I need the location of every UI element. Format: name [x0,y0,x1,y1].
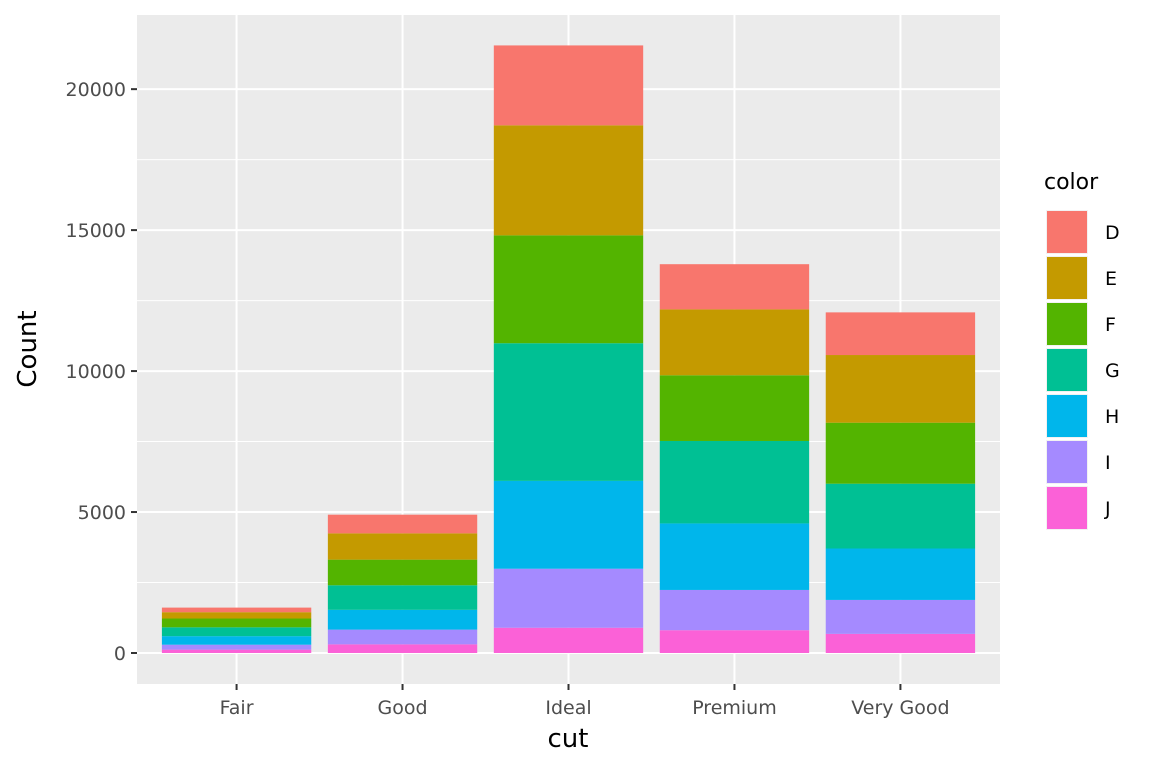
bar-segment-premium-I [659,589,810,631]
legend-key-F [1047,303,1087,345]
bar-segment-very-good-F [825,422,976,484]
x-tick-label: Good [378,697,428,719]
bar-segment-fair-J [161,649,312,653]
legend-label: F [1105,314,1116,336]
legend-key-H [1047,395,1087,437]
legend-key-G [1047,349,1087,391]
legend: color D E F G H I J [1044,170,1120,530]
bar-segment-fair-H [161,636,312,645]
y-tick-label: 20000 [66,79,126,101]
bar-segment-good-E [327,533,478,560]
bar-segment-good-G [327,585,478,610]
bar-segment-very-good-D [825,312,976,356]
y-axis-title: Count [13,310,43,387]
x-tick-label: Premium [692,697,777,719]
x-axis: Fair Good Ideal Premium Very Good [220,684,950,719]
legend-key-E [1047,257,1087,299]
legend-label: J [1104,498,1111,520]
bar-segment-premium-F [659,375,810,441]
bar-segment-very-good-G [825,483,976,549]
bar-segment-very-good-I [825,599,976,634]
y-tick-label: 15000 [66,220,126,242]
bar-segment-premium-G [659,440,810,524]
bar-segment-premium-E [659,309,810,376]
bar-segment-premium-D [659,264,810,310]
bar-segment-fair-E [161,612,312,619]
bar-segment-ideal-I [493,568,644,628]
bar-segment-good-H [327,609,478,630]
y-axis: 0 5000 10000 15000 20000 [66,79,137,665]
y-tick-label: 0 [114,643,126,665]
legend-label: I [1105,452,1111,474]
legend-label: H [1105,406,1119,428]
bar-segment-good-D [327,514,478,534]
bar-segment-premium-H [659,523,810,590]
bar-segment-fair-F [161,618,312,628]
legend-key-I [1047,441,1087,483]
bar-segment-ideal-F [493,235,644,344]
x-axis-title: cut [548,724,589,754]
x-tick-label: Fair [220,697,254,719]
bar-segment-very-good-H [825,548,976,600]
legend-label: E [1105,268,1117,290]
bar-segment-ideal-H [493,480,644,569]
bar-segment-ideal-D [493,45,644,126]
x-tick-label: Very Good [851,697,949,719]
bar-segment-fair-D [161,607,312,613]
bar-segment-fair-G [161,627,312,637]
bar-segment-ideal-J [493,627,644,653]
bar-segment-good-I [327,629,478,645]
bar-segment-very-good-E [825,355,976,423]
bar-segment-ideal-E [493,125,644,236]
bar-segment-fair-I [161,644,312,650]
bars [161,45,976,653]
legend-key-J [1047,487,1087,529]
y-tick-label: 10000 [66,361,126,383]
bar-segment-ideal-G [493,343,644,481]
legend-title: color [1044,170,1099,195]
legend-label: D [1105,222,1120,244]
bar-segment-very-good-J [825,633,976,653]
x-tick-label: Ideal [545,697,591,719]
legend-key-D [1047,211,1087,253]
bar-segment-good-F [327,559,478,586]
legend-label: G [1105,360,1120,382]
y-tick-label: 5000 [78,502,126,524]
bar-segment-good-J [327,644,478,653]
bar-segment-premium-J [659,630,810,653]
